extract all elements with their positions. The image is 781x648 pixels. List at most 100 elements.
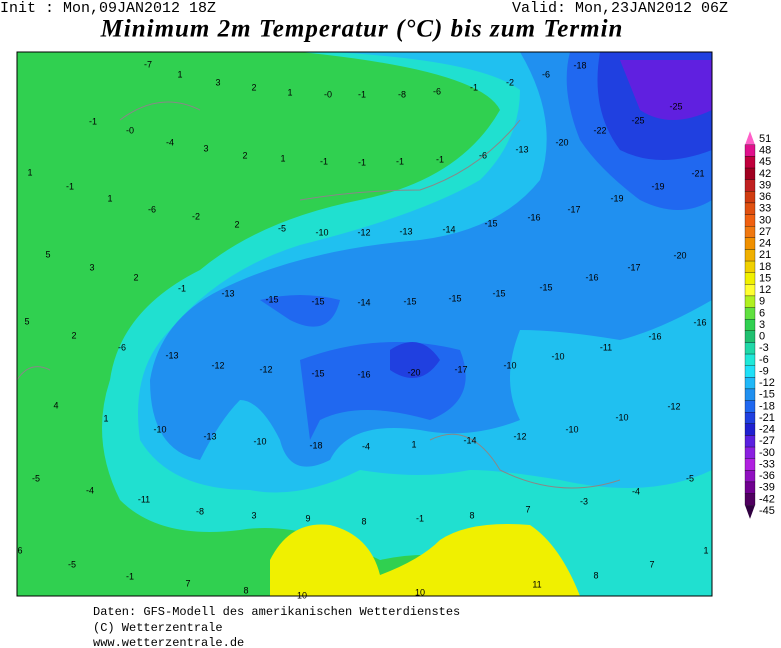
map-value-label: -11 [138, 494, 150, 504]
map-value-label: -5 [68, 559, 76, 569]
colorbar-tick-label: -42 [759, 493, 775, 505]
map-value-label: -17 [627, 262, 640, 272]
footer-line: Daten: GFS-Modell des amerikanischen Wet… [93, 605, 460, 619]
map-value-label: -11 [600, 342, 612, 352]
colorbar-swatch [744, 388, 756, 401]
map-value-label: -1 [320, 156, 328, 166]
region [150, 52, 712, 467]
map-value-label: -8 [196, 506, 204, 516]
map-value-label: -16 [693, 317, 706, 327]
init-time: Init : Mon,09JAN2012 18Z [0, 0, 216, 17]
map-value-label: 2 [133, 272, 138, 282]
colorbar-tick-label: 15 [759, 272, 771, 284]
map-value-label: -10 [153, 424, 166, 434]
colorbar-tick-label: 39 [759, 179, 771, 191]
region [620, 60, 712, 120]
map-value-label: -13 [221, 288, 234, 298]
map-value-label: -5 [278, 223, 286, 233]
map-value-label: -1 [416, 513, 424, 523]
colorbar-tick-label: -15 [759, 389, 775, 401]
colorbar-tick-label: 27 [759, 226, 771, 238]
map-value-label: 7 [185, 578, 190, 588]
colorbar-tick-label: -12 [759, 377, 775, 389]
footer-line: www.wetterzentrale.de [93, 636, 244, 648]
colorbar-tick-label: -45 [759, 505, 775, 517]
map-value-label: -1 [436, 154, 444, 164]
map-value-label: -5 [32, 473, 40, 483]
map-value-label: 4 [53, 400, 58, 410]
colorbar-swatch [744, 493, 756, 506]
colorbar-swatch [744, 295, 756, 308]
map-value-label: -12 [211, 360, 224, 370]
map-value-label: -13 [165, 350, 178, 360]
map-value-label: 1 [27, 167, 32, 177]
colorbar-swatch [744, 400, 756, 413]
map-value-label: -16 [357, 369, 370, 379]
map-value-label: -15 [492, 288, 505, 298]
map-value-label: -12 [357, 227, 370, 237]
colorbar-swatch [744, 423, 756, 436]
map: -713 2 1 -0 -1 -8 -6 -1 -2-6-18-25-22-25-20-13-6… [16, 51, 713, 600]
region [270, 524, 580, 596]
map-value-label: -21 [691, 168, 704, 178]
map-value-label: -14 [357, 297, 370, 307]
map-value-label: -10 [315, 227, 328, 237]
colorbar-tick-label: 33 [759, 203, 771, 215]
map-value-label: -4 [86, 485, 94, 495]
colorbar-tick-label: 18 [759, 261, 771, 273]
colorbar-tick-label: -6 [759, 354, 769, 366]
colorbar-swatch [744, 144, 756, 157]
colorbar-swatch [745, 505, 755, 519]
map-value-label: -17 [567, 204, 580, 214]
map-value-label: 1 [107, 193, 112, 203]
map-value-label: 3 [203, 143, 208, 153]
colorbar-swatch [744, 202, 756, 215]
map-value-label: -10 [615, 412, 628, 422]
map-value-label: -15 [311, 368, 324, 378]
colorbar-tick-label: 0 [759, 331, 765, 343]
map-value-label: -12 [259, 364, 272, 374]
colorbar-tick-label: 51 [759, 133, 771, 145]
colorbar-tick-label: -33 [759, 458, 775, 470]
colorbar-swatch [744, 214, 756, 227]
map-value-label: -1 [178, 283, 186, 293]
colorbar-tick-label: 30 [759, 214, 771, 226]
colorbar-swatch [744, 330, 756, 343]
valid-time: Valid: Mon,23JAN2012 06Z [512, 0, 728, 17]
colorbar-tick-label: 21 [759, 249, 771, 261]
colorbar-tick-label: -18 [759, 400, 775, 412]
colorbar-swatch [744, 226, 756, 238]
map-value-label: -20 [673, 250, 686, 260]
map-value-label: 1 [280, 153, 285, 163]
map-value-label: -1 [470, 82, 478, 92]
map-value-label: 2 [234, 219, 239, 229]
map-value-label: -10 [551, 351, 564, 361]
map-value-label: -4 [632, 486, 640, 496]
colorbar-tick-label: 12 [759, 284, 771, 296]
colorbar-tick-label: -36 [759, 470, 775, 482]
colorbar-swatch [744, 156, 756, 169]
map-value-label: -16 [585, 272, 598, 282]
map-value-label: -1 [89, 116, 97, 126]
map-value-label: -15 [448, 293, 461, 303]
colorbar: 51484542393633302724211815129630-3-6-9-1… [744, 131, 775, 519]
map-value-label: 1 [411, 439, 416, 449]
map-value-label: -15 [265, 294, 278, 304]
map-value-label: -1 [358, 89, 366, 99]
map-value-label: -12 [667, 401, 680, 411]
colorbar-swatch [744, 284, 756, 297]
colorbar-swatch [744, 272, 756, 285]
map-value-label: -1 [396, 156, 404, 166]
map-value-label: -14 [463, 435, 476, 445]
map-value-label: -17 [454, 364, 467, 374]
region [390, 52, 712, 378]
map-value-label: 8 [243, 585, 248, 595]
map-value-label: 1 [103, 413, 108, 423]
colorbar-tick-label: 3 [759, 319, 765, 331]
map-value-label: 3 [89, 262, 94, 272]
map-value-label: -15 [484, 218, 497, 228]
colorbar-tick-label: -27 [759, 435, 775, 447]
map-value-label: 2 [242, 150, 247, 160]
colorbar-tick-label: 45 [759, 156, 771, 168]
